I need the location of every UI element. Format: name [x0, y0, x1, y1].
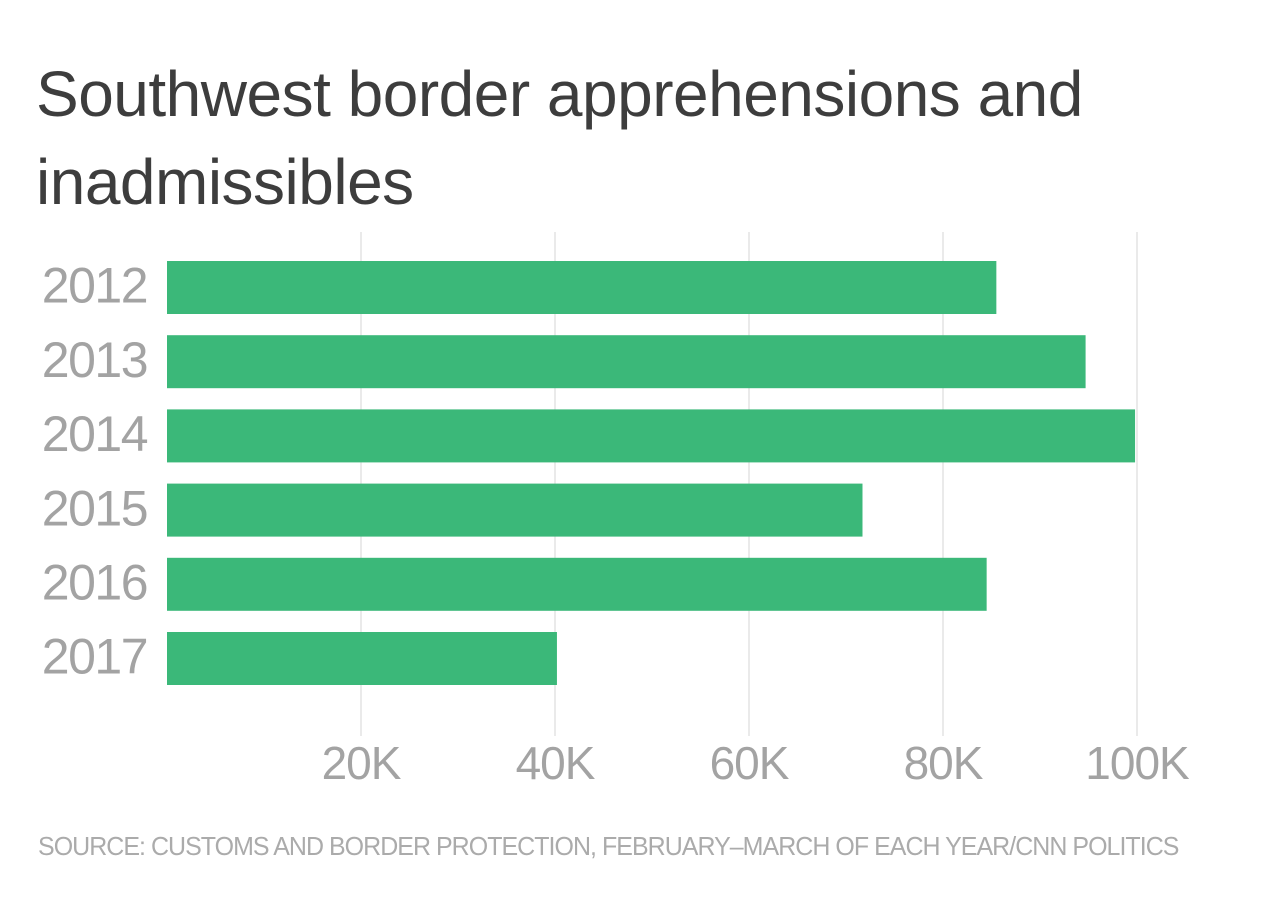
x-tick-labels: 20K 40K 60K 80K 100K	[322, 737, 1191, 789]
bar-2015	[167, 483, 863, 537]
category-label: 2013	[42, 332, 147, 388]
bar-2012	[167, 261, 997, 314]
category-label: 2015	[42, 480, 147, 536]
chart-title: Southwest border apprehensions and inadm…	[36, 58, 1083, 218]
bar-2013	[167, 335, 1086, 389]
category-label: 2014	[42, 406, 148, 462]
bar-2014	[167, 409, 1136, 463]
x-tick-label: 60K	[710, 737, 790, 789]
source-note: SOURCE: CUSTOMS AND BORDER PROTECTION, F…	[38, 831, 1179, 861]
x-tick-label: 40K	[516, 737, 596, 789]
x-tick-label: 20K	[322, 737, 402, 789]
bar-2016	[167, 557, 987, 611]
category-label: 2017	[42, 629, 147, 685]
bar-2017	[167, 632, 557, 685]
x-tick-label: 80K	[904, 737, 984, 789]
bars	[167, 261, 1136, 685]
x-tick-label: 100K	[1085, 737, 1190, 789]
category-labels: 2012 2013 2014 2015 2016 2017	[42, 258, 149, 685]
category-label: 2016	[42, 555, 147, 611]
category-label: 2012	[42, 258, 147, 314]
